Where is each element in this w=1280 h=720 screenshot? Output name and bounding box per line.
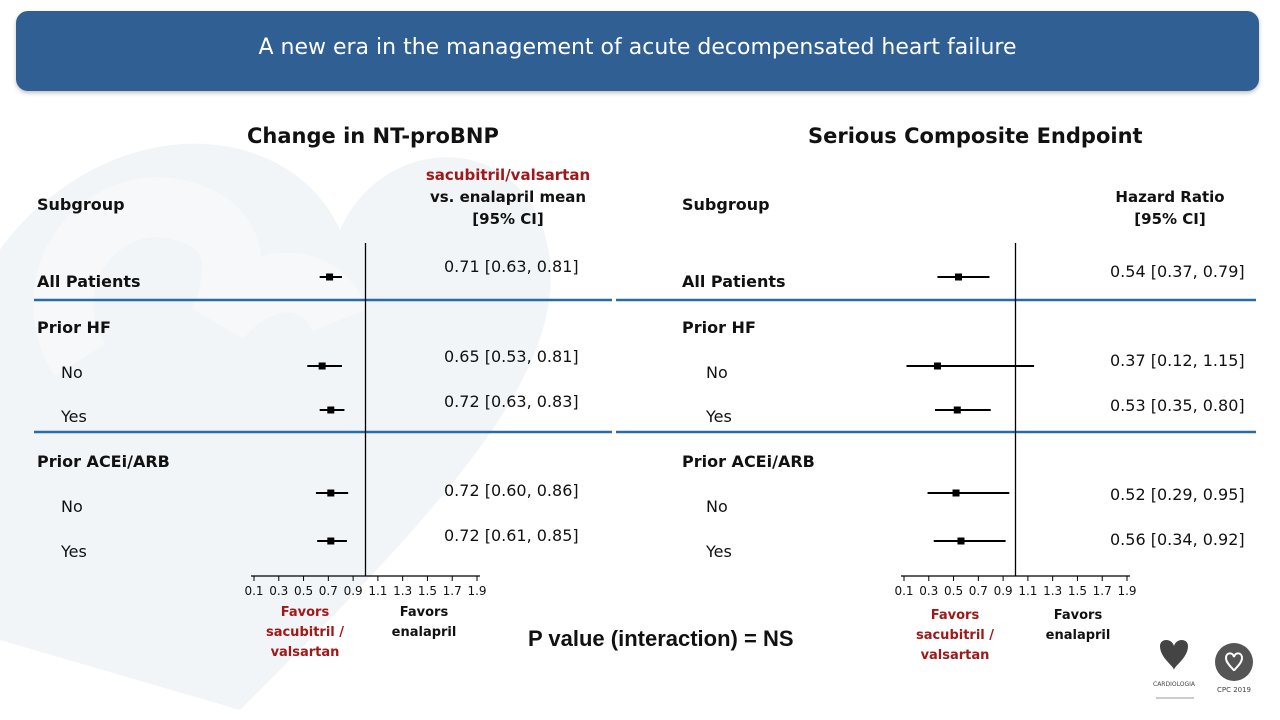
right-favors-left-line1: Favors	[930, 608, 980, 623]
left-row-label-hf-yes: Yes	[61, 407, 87, 426]
left-x-tick-label: 1.1	[368, 584, 387, 598]
left-x-tick-label: 0.3	[269, 584, 288, 598]
left-chart-title: Change in NT-proBNP	[247, 124, 499, 148]
right-row-label-prior-acei: Prior ACEi/ARB	[682, 452, 815, 471]
right-chart-title: Serious Composite Endpoint	[808, 124, 1143, 148]
right-favors-left-line2: sacubitril /	[915, 628, 995, 643]
right-ci-hf-yes: 0.53 [0.35, 0.80]	[1110, 396, 1245, 415]
right-x-tick-label: 0.9	[994, 584, 1013, 598]
left-estimate-header-line3: [95% CI]	[472, 210, 544, 228]
left-row-label-acei-yes: Yes	[61, 542, 87, 561]
left-ci-all: 0.71 [0.63, 0.81]	[444, 257, 579, 276]
left-x-tick-label: 0.9	[344, 584, 363, 598]
left-estimate-header-line2: vs. enalapril mean	[429, 188, 587, 206]
left-ci-acei-no: 0.72 [0.60, 0.86]	[444, 481, 579, 500]
left-row-label-all: All Patients	[37, 272, 141, 291]
right-favors-left-label: Favors sacubitril / valsartan	[905, 606, 1005, 666]
left-point-estimate	[327, 537, 335, 545]
logos-area: CARDIOLOGIA CPC 2019	[1150, 636, 1270, 712]
left-row-label-acei-no: No	[61, 497, 83, 516]
left-favors-left-label: Favors sacubitril / valsartan	[255, 603, 355, 663]
left-favors-left-line3: valsartan	[270, 645, 340, 660]
left-point-estimate	[327, 489, 335, 497]
right-subgroup-header: Subgroup	[682, 195, 770, 214]
right-ci-acei-yes: 0.56 [0.34, 0.92]	[1110, 530, 1245, 549]
right-estimate-header-line1: Hazard Ratio	[1115, 188, 1225, 206]
right-ci-hf-no: 0.37 [0.12, 1.15]	[1110, 351, 1245, 370]
cpc-caption: CPC 2019	[1217, 686, 1251, 694]
right-favors-right-line2: enalapril	[1045, 628, 1111, 643]
p-value-text: P value (interaction) = NS	[528, 626, 794, 651]
right-point-estimate	[953, 406, 961, 414]
left-favors-left-line2: sacubitril /	[265, 625, 345, 640]
right-row-label-acei-yes: Yes	[706, 542, 732, 561]
left-x-tick-label: 0.7	[319, 584, 338, 598]
right-x-tick-label: 0.3	[919, 584, 938, 598]
right-x-tick-label: 0.1	[894, 584, 913, 598]
right-ci-acei-no: 0.52 [0.29, 0.95]	[1110, 485, 1245, 504]
left-row-label-hf-no: No	[61, 363, 83, 382]
left-favors-right-line1: Favors	[399, 605, 449, 620]
slide-title-banner: A new era in the management of acute dec…	[16, 11, 1259, 91]
right-estimate-header-line2: [95% CI]	[1134, 210, 1206, 228]
left-favors-right-label: Favors enalapril	[384, 603, 464, 643]
right-row-label-prior-hf: Prior HF	[682, 318, 756, 337]
right-x-tick-label: 0.7	[969, 584, 988, 598]
left-estimate-header-line1: sacubitril/valsartan	[425, 166, 591, 184]
right-favors-right-line1: Favors	[1053, 608, 1103, 623]
right-estimate-header: Hazard Ratio [95% CI]	[1110, 186, 1230, 230]
left-row-label-prior-hf: Prior HF	[37, 318, 111, 337]
left-favors-left-line1: Favors	[280, 605, 330, 620]
left-point-estimate	[327, 406, 335, 414]
right-favors-right-label: Favors enalapril	[1038, 606, 1118, 646]
right-point-estimate	[957, 537, 965, 545]
right-point-estimate	[952, 489, 960, 497]
left-x-tick-label: 1.3	[393, 584, 412, 598]
left-ci-acei-yes: 0.72 [0.61, 0.85]	[444, 526, 579, 545]
left-x-tick-label: 1.7	[443, 584, 462, 598]
left-ci-hf-yes: 0.72 [0.63, 0.83]	[444, 392, 579, 411]
right-x-tick-label: 1.9	[1117, 584, 1136, 598]
right-x-tick-label: 1.1	[1018, 584, 1037, 598]
cardiologia-society-logo: CARDIOLOGIA	[1153, 640, 1196, 699]
left-ci-hf-no: 0.65 [0.53, 0.81]	[444, 347, 579, 366]
left-x-tick-label: 0.1	[244, 584, 263, 598]
right-point-estimate	[955, 273, 963, 281]
right-x-tick-label: 1.7	[1093, 584, 1112, 598]
slide-title: A new era in the management of acute dec…	[258, 35, 1017, 60]
right-ci-all: 0.54 [0.37, 0.79]	[1110, 262, 1245, 281]
society-logos: CARDIOLOGIA CPC 2019	[1153, 640, 1253, 699]
right-point-estimate	[933, 362, 941, 370]
right-row-label-all: All Patients	[682, 272, 786, 291]
right-x-tick-label: 0.5	[944, 584, 963, 598]
right-row-label-hf-no: No	[706, 363, 728, 382]
right-x-tick-label: 1.3	[1043, 584, 1062, 598]
left-favors-right-line2: enalapril	[391, 625, 457, 640]
right-favors-left-line3: valsartan	[920, 648, 990, 663]
left-row-label-prior-acei: Prior ACEi/ARB	[37, 452, 170, 471]
left-point-estimate	[326, 273, 334, 281]
right-x-tick-label: 1.5	[1068, 584, 1087, 598]
left-subgroup-header: Subgroup	[37, 195, 125, 214]
left-x-tick-label: 1.9	[467, 584, 486, 598]
cardiologia-caption: CARDIOLOGIA	[1153, 681, 1196, 688]
right-row-label-hf-yes: Yes	[706, 407, 732, 426]
right-row-label-acei-no: No	[706, 497, 728, 516]
left-x-tick-label: 0.5	[294, 584, 313, 598]
cpc-2019-logo: CPC 2019	[1215, 643, 1253, 694]
left-x-tick-label: 1.5	[418, 584, 437, 598]
left-point-estimate	[318, 362, 326, 370]
left-estimate-header: sacubitril/valsartan vs. enalapril mean …	[420, 164, 596, 230]
